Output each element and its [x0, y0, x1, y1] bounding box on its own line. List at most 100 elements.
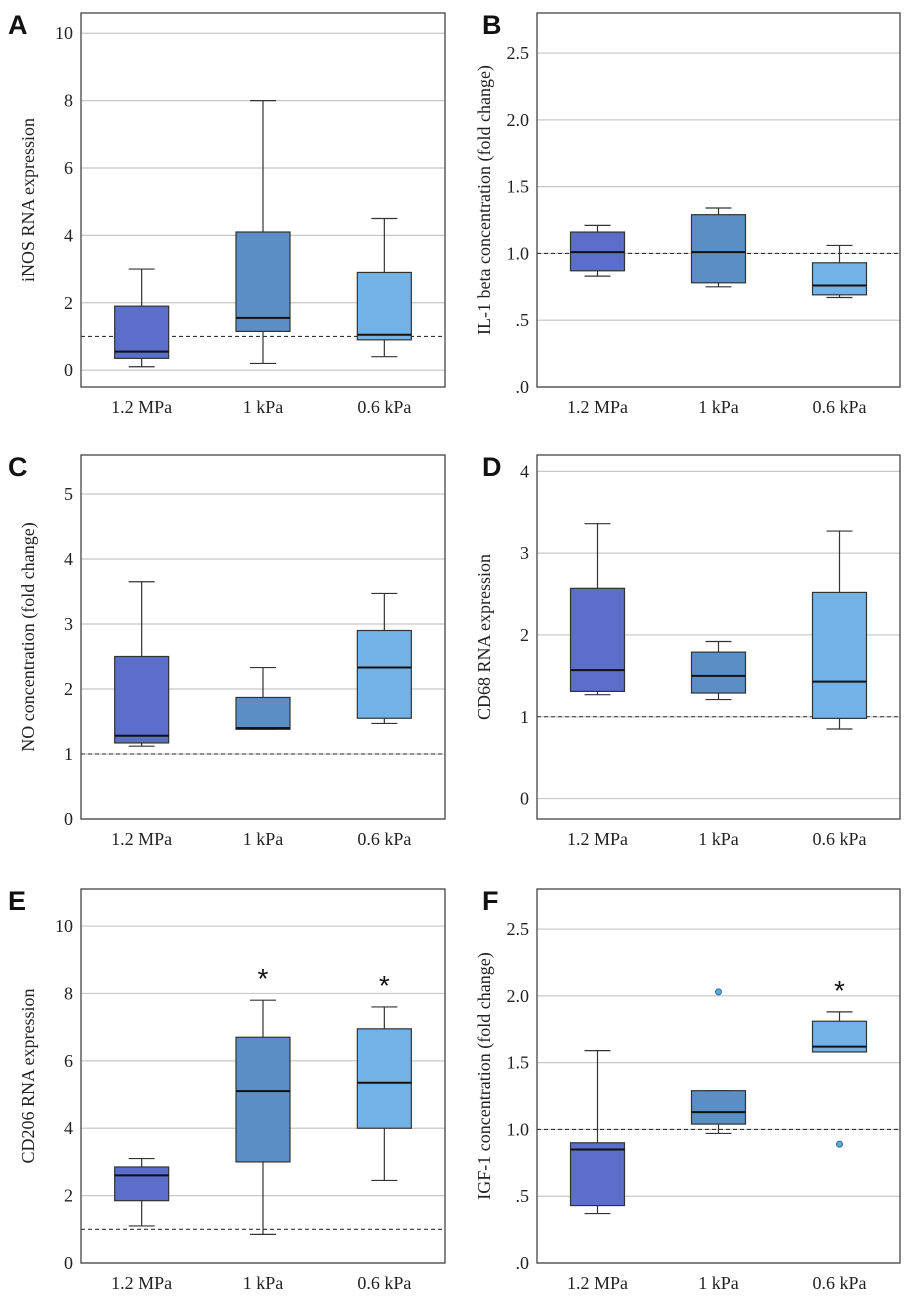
x-category-label: 1.2 MPa	[567, 1273, 628, 1293]
box-iqr	[690, 651, 747, 694]
y-tick-label: 0	[64, 360, 73, 380]
box-1	[114, 268, 170, 368]
y-tick-label: 1.5	[507, 177, 530, 197]
y-tick-label: 10	[55, 916, 73, 936]
box-iqr	[356, 271, 412, 341]
panel-e: E 0 2 4 6 8 10 CD206 RNA expression 1.2 MPa 1 kPa…	[8, 886, 446, 1293]
x-category-label: 0.6 kPa	[813, 1273, 867, 1293]
box-3	[811, 1011, 868, 1053]
box-2	[690, 640, 747, 701]
outlier-point	[836, 1140, 843, 1148]
box-2	[235, 999, 291, 1235]
box-iqr	[811, 591, 868, 719]
x-category-label: 1.2 MPa	[567, 829, 628, 849]
y-tick-label: 1.0	[507, 1119, 530, 1139]
box-iqr	[356, 629, 412, 719]
box-1	[569, 1050, 626, 1215]
box-iqr	[569, 587, 626, 692]
y-tick-label: 4	[64, 549, 73, 569]
plot-frame	[536, 888, 901, 1264]
x-category-label: 1.2 MPa	[567, 397, 628, 417]
y-tick-label: 2.0	[507, 110, 530, 130]
y-tick-label: 1	[520, 707, 529, 727]
y-axis-label: CD206 RNA expression	[18, 989, 38, 1164]
y-tick-label: 0	[520, 789, 529, 809]
box-iqr	[690, 214, 747, 284]
box-2	[690, 1090, 747, 1135]
y-tick-label: 6	[64, 158, 73, 178]
plot-frame	[80, 454, 446, 820]
y-tick-label: 2	[64, 293, 73, 313]
panel-letter: F	[482, 886, 499, 916]
box-iqr	[114, 305, 170, 359]
y-axis-label: IGF-1 concentration (fold change)	[474, 952, 495, 1199]
y-tick-label: 2	[64, 1186, 73, 1206]
y-tick-label: 4	[64, 225, 73, 245]
x-category-label: 0.6 kPa	[813, 397, 867, 417]
x-category-label: 1 kPa	[243, 1273, 284, 1293]
box-1	[114, 581, 170, 747]
y-tick-label: 2.5	[507, 919, 530, 939]
plot-frame	[80, 12, 446, 388]
y-tick-label: 0	[64, 809, 73, 829]
box-iqr	[690, 1090, 747, 1125]
y-axis-label: NO concentration (fold change)	[18, 522, 39, 751]
x-category-label: 1 kPa	[243, 397, 284, 417]
panel-letter: C	[8, 452, 28, 482]
panel-letter: B	[482, 10, 502, 40]
y-tick-label: 2	[520, 625, 529, 645]
significance-mark: *	[379, 970, 390, 1001]
y-tick-label: 1.5	[507, 1053, 530, 1073]
x-category-label: 0.6 kPa	[357, 397, 411, 417]
y-tick-label: 4	[64, 1118, 73, 1138]
y-tick-label: 0	[64, 1253, 73, 1273]
panel-c: C 0 1 2 3 4 5 NO concentration (fold change) 1.2…	[8, 452, 446, 849]
box-2	[235, 666, 291, 730]
plot-frame	[536, 12, 901, 388]
x-category-label: 1 kPa	[698, 1273, 739, 1293]
x-category-label: 0.6 kPa	[357, 829, 411, 849]
box-iqr	[356, 1028, 412, 1129]
box-3	[811, 244, 868, 299]
box-iqr	[235, 231, 291, 333]
x-category-label: 1.2 MPa	[111, 397, 172, 417]
box-3	[356, 1006, 412, 1182]
box-iqr	[569, 1142, 626, 1207]
panel-d: D 0 1 2 3 4 CD68 RNA expression 1.2 MPa 1 kPa 0.6…	[474, 452, 901, 849]
y-axis-label: CD68 RNA expression	[474, 554, 494, 720]
y-tick-label: .0	[516, 377, 530, 397]
significance-mark: *	[258, 963, 269, 994]
y-tick-label: 3	[64, 614, 73, 634]
box-1	[114, 1157, 170, 1227]
box-3	[356, 592, 412, 725]
x-category-label: 0.6 kPa	[357, 1273, 411, 1293]
plot-frame	[80, 888, 446, 1264]
box-iqr	[811, 262, 868, 296]
box-iqr	[114, 655, 170, 744]
y-tick-label: 6	[64, 1051, 73, 1071]
y-tick-label: 8	[64, 983, 73, 1003]
y-tick-label: 10	[55, 23, 73, 43]
box-2	[690, 207, 747, 288]
panel-letter: D	[482, 452, 502, 482]
box-iqr	[235, 1036, 291, 1163]
x-category-label: 1 kPa	[698, 829, 739, 849]
x-category-label: 0.6 kPa	[813, 829, 867, 849]
plot-frame	[536, 454, 901, 820]
y-tick-label: 1.0	[507, 243, 530, 263]
x-category-label: 1 kPa	[698, 397, 739, 417]
y-tick-label: .5	[516, 1186, 530, 1206]
y-tick-label: 2.5	[507, 43, 530, 63]
box-1	[569, 523, 626, 696]
box-iqr	[114, 1166, 170, 1202]
box-2	[235, 100, 291, 365]
panel-letter: A	[8, 10, 28, 40]
y-tick-label: .5	[516, 310, 530, 330]
y-tick-label: 2	[64, 679, 73, 699]
box-iqr	[235, 696, 291, 730]
box-3	[811, 530, 868, 730]
y-axis-label: IL-1 beta concentration (fold change)	[474, 65, 495, 335]
y-tick-label: 2.0	[507, 986, 530, 1006]
panel-a: A 0 2 4 6 8 10 iNOS RNA expression 1.2 MPa 1 kPa 0…	[8, 10, 446, 417]
